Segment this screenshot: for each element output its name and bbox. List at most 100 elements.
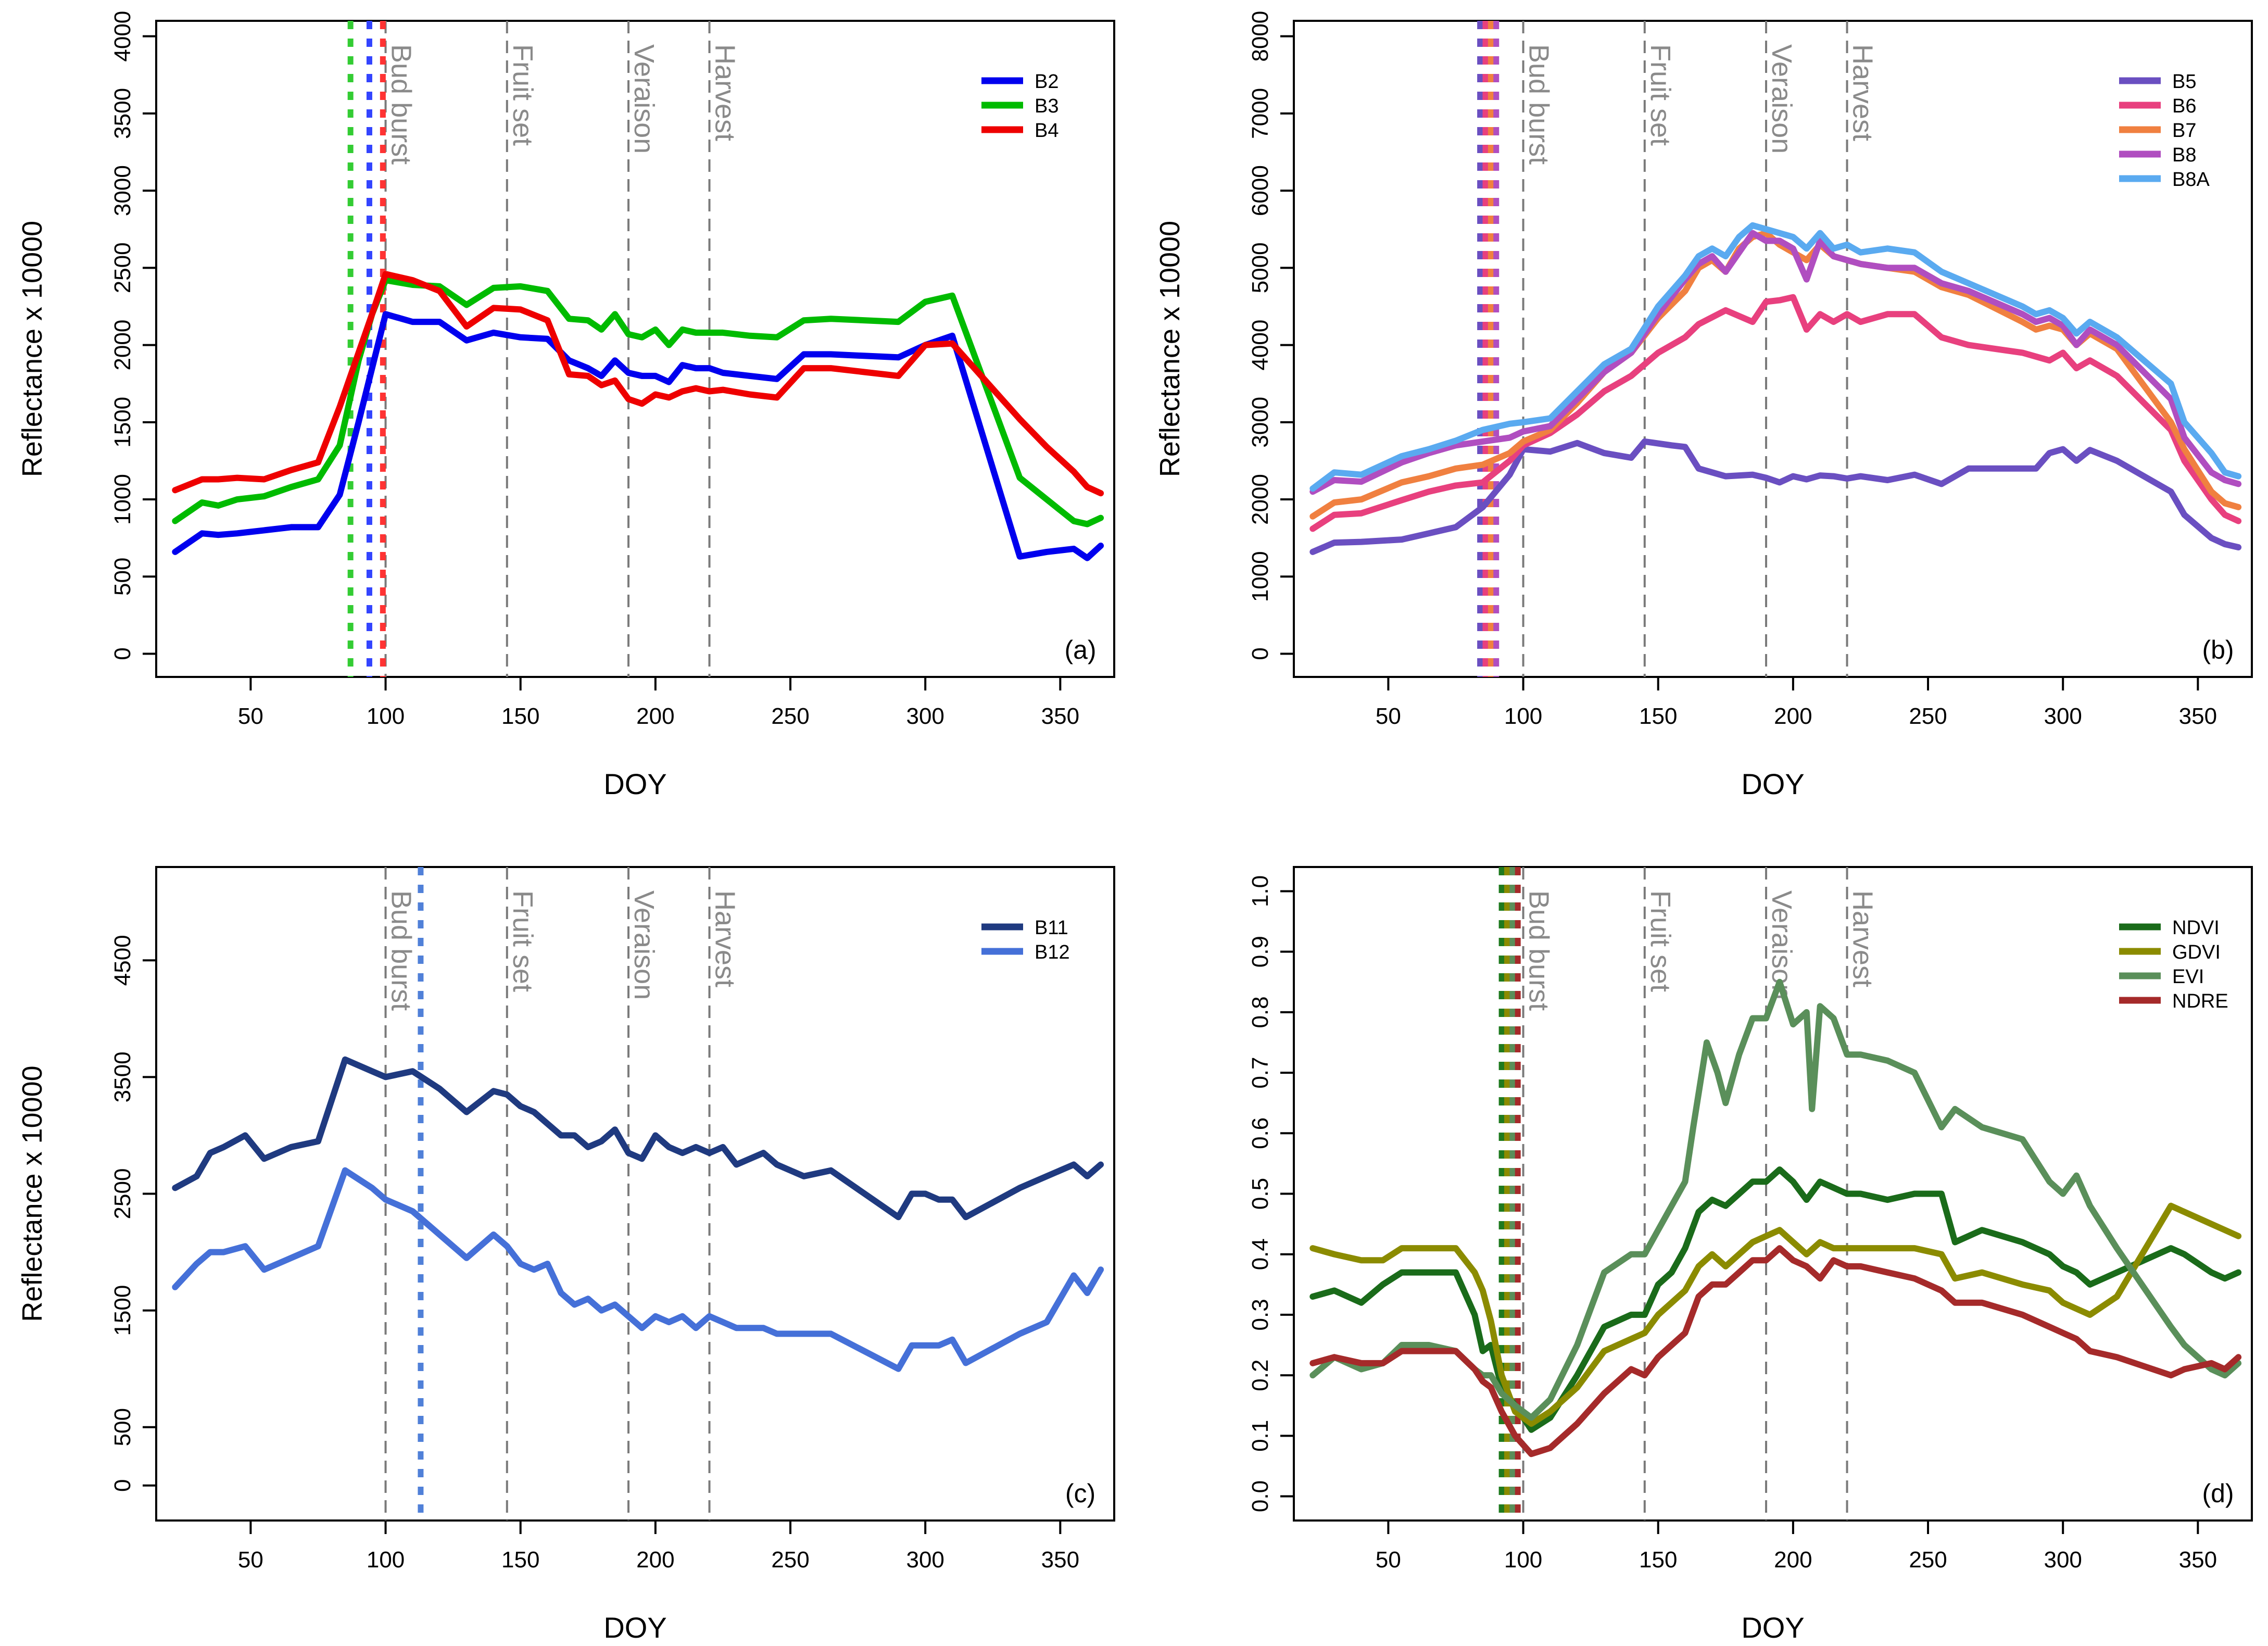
y-tick-label: 4500 [110,935,135,986]
x-tick-label: 150 [501,1547,539,1573]
y-tick-label: 0 [110,647,135,660]
x-tick-label: 300 [2044,1547,2082,1573]
x-tick-label: 100 [367,1547,405,1573]
x-tick-label: 150 [501,703,539,729]
legend-label: B5 [2172,71,2196,93]
phenology-label: Bud burst [386,890,417,1011]
x-tick-label: 100 [1504,703,1542,729]
y-axis-label: Reflectance x 10000 [1154,221,1186,477]
y-tick-label: 0.1 [1248,1420,1273,1452]
series-line-b6 [1309,294,2242,532]
x-tick-label: 350 [2179,703,2217,729]
y-tick-label: 4000 [110,11,135,62]
y-tick-label: 2500 [110,242,135,293]
series-line-b8a [1309,222,2242,492]
panel-label: (c) [1065,1479,1095,1508]
y-tick-label: 500 [110,1408,135,1446]
phenology-label: Bud burst [386,44,417,165]
x-tick-label: 200 [636,1547,674,1573]
y-tick-label: 6000 [1248,165,1273,216]
legend-label: B8 [2172,144,2196,166]
panel-label: (b) [2202,635,2234,664]
series-line-ndvi [1309,1166,2242,1433]
legend-label: NDRE [2172,990,2228,1012]
x-tick-label: 50 [238,703,263,729]
legend-label: B7 [2172,120,2196,142]
x-tick-label: 250 [771,703,809,729]
y-tick-label: 2000 [1248,474,1273,525]
legend-label: B12 [1035,941,1070,963]
x-tick-label: 300 [906,1547,944,1573]
y-tick-label: 0.2 [1248,1360,1273,1391]
legend-label: B8A [2172,169,2210,191]
x-axis-label: DOY [603,768,666,800]
y-tick-label: 1000 [1248,551,1273,602]
legend-label: B6 [2172,95,2196,117]
x-tick-label: 150 [1639,703,1677,729]
series-line-b8 [1309,230,2242,495]
series-line-b5 [1309,438,2242,555]
x-tick-label: 100 [1504,1547,1542,1573]
phenology-label: Fruit set [507,44,538,146]
series-line-b7 [1309,230,2242,520]
x-tick-label: 250 [1909,1547,1947,1573]
chart-panel-1: 50 100 150 200 250 300 35005001000150020002500… [17,11,1115,800]
x-axis-label: DOY [1741,768,1804,800]
x-tick-label: 200 [1774,1547,1812,1573]
y-tick-label: 1500 [110,397,135,448]
panel-label: (d) [2202,1479,2234,1508]
chart-panel-3: 50 100 150 200 250 300 35005001500250035004500… [17,866,1115,1644]
x-tick-label: 350 [2179,1547,2217,1573]
x-tick-label: 50 [1376,703,1401,729]
phenology-label: Harvest [710,890,741,987]
legend-label: NDVI [2172,917,2220,939]
x-tick-label: 50 [238,1547,263,1573]
series-line-b11 [172,1056,1104,1221]
phenology-label: Veraison [1766,44,1797,154]
plot-frame [1293,20,2253,678]
y-tick-label: 0.4 [1248,1238,1273,1270]
y-tick-label: 8000 [1248,11,1273,62]
y-tick-label: 5000 [1248,242,1273,293]
phenology-label: Harvest [710,44,741,141]
series-line-gdvi [1309,1202,2242,1427]
y-tick-label: 7000 [1248,88,1273,139]
y-tick-label: 0 [1248,647,1273,660]
y-tick-label: 0.3 [1248,1299,1273,1330]
y-axis-label: Reflectance x 10000 [17,221,48,477]
phenology-label: Harvest [1847,890,1879,987]
y-tick-label: 1500 [110,1285,135,1336]
y-axis-label: Reflectance x 10000 [17,1065,48,1322]
legend-label: B11 [1035,917,1068,939]
series-line-b4 [172,271,1104,497]
y-tick-label: 0.8 [1248,996,1273,1028]
y-tick-label: 2000 [110,320,135,371]
y-tick-label: 1000 [110,474,135,525]
x-tick-label: 200 [1774,703,1812,729]
x-axis-label: DOY [1741,1611,1804,1644]
x-tick-label: 350 [1041,703,1079,729]
y-tick-label: 3500 [110,88,135,139]
x-tick-label: 300 [906,703,944,729]
x-tick-label: 150 [1639,1547,1677,1573]
legend-label: B2 [1035,71,1059,93]
plot-frame [155,20,1115,678]
y-tick-label: 1.0 [1248,875,1273,907]
phenology-label: Veraison [628,44,660,154]
phenology-label: Bud burst [1523,890,1555,1011]
y-tick-label: 0.5 [1248,1178,1273,1210]
y-tick-label: 0.7 [1248,1057,1273,1089]
legend-label: B4 [1035,120,1059,142]
y-tick-label: 3500 [110,1051,135,1102]
series-line-b3 [172,277,1104,527]
series-line-evi [1309,978,2242,1421]
x-tick-label: 300 [2044,703,2082,729]
x-tick-label: 350 [1041,1547,1079,1573]
legend-label: B3 [1035,95,1059,117]
legend-label: EVI [2172,966,2204,988]
series-line-ndre [1309,1245,2242,1457]
x-tick-label: 100 [367,703,405,729]
phenology-label: Fruit set [507,890,538,992]
series-line-b12 [172,1167,1104,1372]
phenology-label: Harvest [1847,44,1879,141]
